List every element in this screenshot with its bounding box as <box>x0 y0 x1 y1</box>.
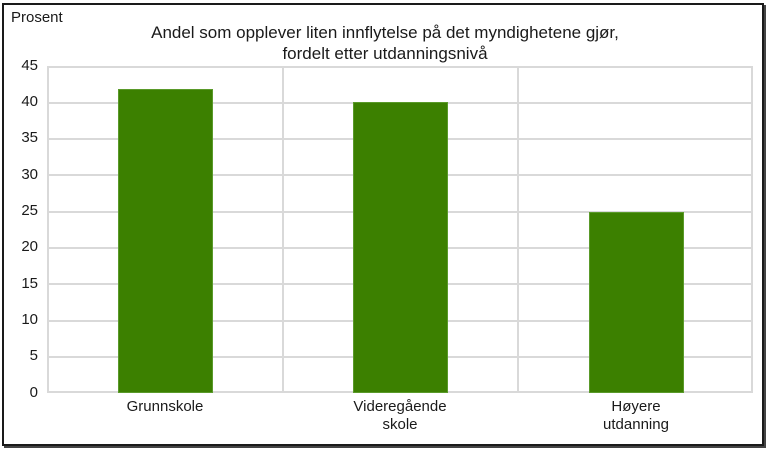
x-label-hoyere-utdanning: Høyere utdanning <box>603 398 669 433</box>
chart-title: Andel som opplever liten innflytelse på … <box>90 22 680 64</box>
y-tick: 5 <box>29 347 38 364</box>
y-tick: 20 <box>21 238 38 255</box>
bar-grunnskole <box>117 89 213 393</box>
y-tick: 30 <box>21 166 38 183</box>
chart-title-line-2: fordelt etter utdanningsnivå <box>282 44 488 63</box>
y-tick: 10 <box>21 311 38 328</box>
category-separator <box>517 66 519 393</box>
x-label-videregaende-skole: Videregående skole <box>353 398 447 433</box>
y-tick: 0 <box>29 384 38 401</box>
x-label-grunnskole: Grunnskole <box>126 398 204 415</box>
bar-videregaende-skole <box>352 102 448 393</box>
category-separator <box>282 66 284 393</box>
y-axis-label: Prosent <box>11 9 63 26</box>
y-tick: 40 <box>21 93 38 110</box>
y-tick: 15 <box>21 275 38 292</box>
y-tick: 35 <box>21 129 38 146</box>
bar-hoyere-utdanning <box>588 212 684 393</box>
chart-title-line-1: Andel som opplever liten innflytelse på … <box>151 23 619 42</box>
y-tick: 25 <box>21 202 38 219</box>
y-tick: 45 <box>21 57 38 74</box>
